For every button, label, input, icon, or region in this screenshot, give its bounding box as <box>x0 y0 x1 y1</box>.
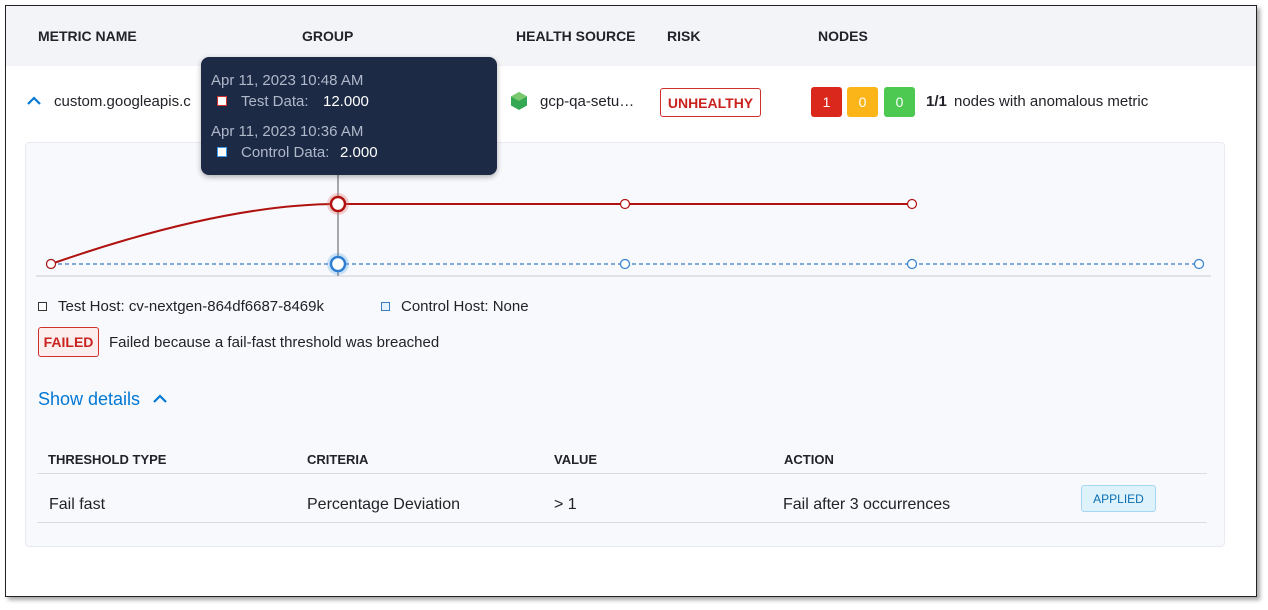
control-point <box>619 258 631 270</box>
row-divider <box>37 522 1207 523</box>
test-point <box>906 198 918 210</box>
tooltip-value: 12.000 <box>323 93 369 110</box>
tooltip-swatch <box>217 96 227 106</box>
threshold-header: ACTION <box>784 452 834 467</box>
tooltip-label: Control Data: <box>241 144 330 161</box>
tooltip-label: Test Data: <box>241 93 309 110</box>
threshold-cell: Percentage Deviation <box>307 496 460 513</box>
legend-test-host: Test Host: cv-nextgen-864df6687-8469k <box>58 298 324 315</box>
tooltip-time: Apr 11, 2023 10:48 AM <box>211 72 364 89</box>
node-count: 1 <box>811 87 842 117</box>
legend-swatch <box>381 302 390 311</box>
metric-name: custom.googleapis.c <box>54 93 191 110</box>
chevron-up[interactable] <box>152 392 168 406</box>
threshold-header: VALUE <box>554 452 598 467</box>
failed-reason: Failed because a fail-fast threshold was… <box>109 334 440 351</box>
header-band <box>6 6 1256 66</box>
control-point <box>329 255 347 273</box>
failed-badge: FAILED <box>38 327 99 357</box>
row-divider <box>37 473 1207 474</box>
column-header: HEALTH SOURCE <box>516 28 636 44</box>
test-line <box>50 202 912 265</box>
control-point <box>1193 258 1205 270</box>
column-header: GROUP <box>302 28 354 44</box>
threshold-header: CRITERIA <box>307 452 369 467</box>
tooltip-time: Apr 11, 2023 10:36 AM <box>211 123 364 140</box>
legend-control-host: Control Host: None <box>401 298 529 315</box>
threshold-cell: Fail fast <box>49 496 106 513</box>
tooltip-swatch <box>217 147 227 157</box>
test-point <box>329 195 347 213</box>
column-header: NODES <box>818 28 868 44</box>
health-source-icon <box>511 92 527 110</box>
test-point <box>619 198 631 210</box>
node-count: 0 <box>847 87 878 117</box>
column-header: METRIC NAME <box>38 28 137 44</box>
risk-badge: UNHEALTHY <box>660 88 761 117</box>
collapse-icon[interactable] <box>26 95 42 107</box>
chart <box>36 174 1211 277</box>
legend-swatch <box>38 302 47 311</box>
node-ratio: 1/1 <box>926 93 947 110</box>
control-point <box>906 258 918 270</box>
frame: METRIC NAME GROUP HEALTH SOURCE RISK NOD… <box>5 5 1257 597</box>
tooltip: Apr 11, 2023 10:48 AM Test Data: 12.000 … <box>201 57 497 175</box>
node-text: nodes with anomalous metric <box>954 93 1149 110</box>
threshold-header: THRESHOLD TYPE <box>48 452 167 467</box>
detail-panel <box>25 142 1225 547</box>
node-count: 0 <box>884 87 915 117</box>
health-source: gcp-qa-setu… <box>540 93 635 110</box>
threshold-cell: Fail after 3 occurrences <box>783 496 951 513</box>
column-header: RISK <box>667 28 701 44</box>
show-details[interactable]: Show details <box>38 389 141 409</box>
threshold-cell: > 1 <box>554 496 577 513</box>
test-point <box>45 258 57 270</box>
tooltip-value: 2.000 <box>340 144 378 161</box>
applied-badge: APPLIED <box>1081 485 1156 512</box>
